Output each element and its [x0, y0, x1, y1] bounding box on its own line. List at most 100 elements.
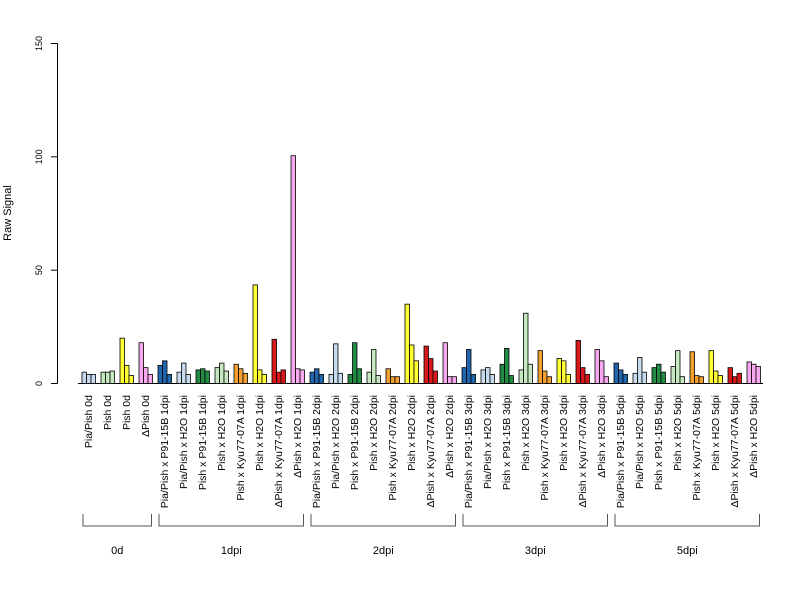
- bar: [432, 370, 438, 384]
- group-label: 3dpi: [525, 545, 546, 557]
- x-tick-label: Pish x P91-15B 1dpi: [197, 395, 209, 490]
- bar: [480, 369, 486, 384]
- y-tick-label: 50: [34, 265, 44, 275]
- x-tick-label: Pia/Pish x H2O 3dpi: [482, 395, 494, 489]
- bar: [751, 363, 757, 384]
- bar: [238, 368, 244, 384]
- bar: [689, 351, 695, 384]
- bar: [708, 350, 714, 384]
- x-tick-label: ΔPish x Kyu77-07A 2dpi: [425, 395, 437, 508]
- bar: [166, 374, 172, 384]
- y-axis: 0 50 100 150: [34, 36, 58, 386]
- bar: [613, 362, 619, 384]
- bar: [261, 374, 267, 384]
- bar: [233, 363, 239, 384]
- y-tick-label: 100: [34, 149, 44, 164]
- bar: [109, 370, 115, 384]
- x-tick-label: ΔPish x H2O 3dpi: [596, 395, 608, 478]
- bar: [295, 368, 301, 384]
- bar: [618, 369, 624, 384]
- x-tick-label: Pish x H2O 2dpi: [368, 395, 380, 471]
- x-tick-label: Pia/Pish x P91-15B 1dpi: [159, 395, 171, 508]
- bar: [603, 376, 609, 384]
- bar: [485, 367, 491, 384]
- bar: [138, 342, 144, 384]
- bar: [546, 376, 552, 384]
- bar: [81, 371, 87, 384]
- bar: [584, 374, 590, 384]
- bar: [328, 374, 334, 384]
- x-tick-label: Pish x Kyu77-07A 2dpi: [387, 395, 399, 501]
- group-bracket: [310, 514, 456, 527]
- bar: [105, 371, 111, 384]
- bar: [508, 375, 514, 384]
- x-tick-label: Pia/Pish x P91-15B 2dpi: [311, 395, 323, 508]
- x-tick-label: ΔPish x H2O 1dpi: [292, 395, 304, 478]
- bar: [594, 349, 600, 384]
- bar: [727, 367, 733, 384]
- bar: [371, 349, 377, 384]
- bar: [675, 350, 681, 384]
- bar: [290, 155, 296, 384]
- x-tick-label: Pish x Kyu77-07A 5dpi: [691, 395, 703, 501]
- bar: [347, 374, 353, 384]
- x-tick-label: ΔPish x Kyu77-07A 5dpi: [729, 395, 741, 508]
- bar: [413, 360, 419, 384]
- bar: [214, 367, 220, 384]
- x-tick-label: Pish x H2O 3dpi: [558, 395, 570, 471]
- bar: [333, 343, 339, 384]
- x-tick-label: ΔPish 0d: [140, 395, 152, 437]
- bar: [242, 372, 248, 384]
- bar: [375, 375, 381, 384]
- x-tick-label: Pish 0d: [102, 395, 114, 430]
- x-tick-label: Pish x H2O 1dpi: [216, 395, 228, 471]
- y-tick-label: 0: [34, 381, 44, 386]
- x-tick-label: Pia/Pish x P91-15B 5dpi: [615, 395, 627, 508]
- bar: [656, 363, 662, 384]
- bar: [157, 364, 163, 384]
- bar: [181, 362, 187, 384]
- group-bracket: [462, 514, 608, 527]
- group-label: 1dpi: [221, 545, 242, 557]
- bar: [542, 370, 548, 384]
- x-tick-label: Pia/Pish x H2O 5dpi: [634, 395, 646, 489]
- bar: [409, 344, 415, 384]
- bar: [428, 358, 434, 384]
- x-tick-label: Pish x H2O 5dpi: [672, 395, 684, 471]
- bar: [276, 371, 282, 384]
- bar: [447, 376, 453, 384]
- x-tick-label: Pish x H2O 1dpi: [254, 395, 266, 471]
- bar: [309, 371, 315, 384]
- bar: [499, 363, 505, 384]
- bar: [423, 345, 429, 384]
- bar: [537, 350, 543, 384]
- bar: [670, 366, 676, 384]
- bar: [466, 349, 472, 384]
- bar-series: [81, 155, 761, 384]
- bar: [523, 312, 529, 384]
- x-tick-labels: Pia/Pish 0d Pish 0d Pish 0d ΔPish 0d Pia/Pis…: [83, 395, 760, 508]
- x-tick-label: Pish x P91-15B 2dpi: [349, 395, 361, 490]
- bar: [124, 364, 130, 384]
- bar: [147, 374, 153, 384]
- bar: [86, 374, 92, 384]
- bar: [632, 372, 638, 384]
- bar: [390, 376, 396, 384]
- x-tick-label: Pish 0d: [121, 395, 133, 430]
- x-tick-label: Pish x H2O 3dpi: [520, 395, 532, 471]
- x-tick-label: ΔPish x H2O 5dpi: [748, 395, 760, 478]
- bar: [732, 376, 738, 384]
- bar: [271, 338, 277, 384]
- bar: [223, 370, 229, 384]
- x-tick-label: Pish x H2O 5dpi: [710, 395, 722, 471]
- group-label: 5dpi: [677, 545, 698, 557]
- bar: [518, 369, 524, 384]
- group-label: 0d: [111, 545, 123, 557]
- y-axis-label: Raw Signal: [2, 185, 14, 241]
- bar: [470, 374, 476, 384]
- bar: [736, 372, 742, 384]
- bar: [314, 368, 320, 384]
- bar: [755, 366, 761, 384]
- bar: [219, 362, 225, 384]
